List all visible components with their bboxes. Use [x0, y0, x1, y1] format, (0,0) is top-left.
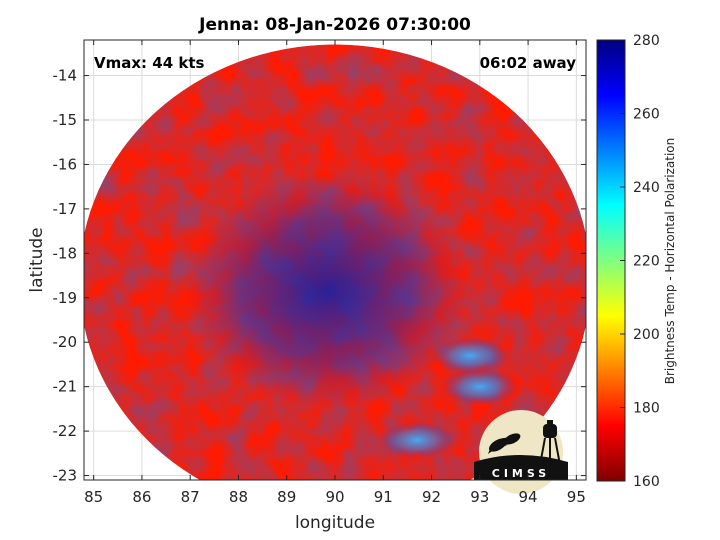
water-tower-icon	[543, 424, 557, 438]
x-tick-label-8: 93	[470, 488, 489, 506]
away-annotation: 06:02 away	[480, 54, 577, 72]
y-tick-label-1: -15	[53, 111, 78, 129]
swath-core	[186, 172, 468, 408]
warm-patch-0	[441, 368, 518, 405]
y-tick-label-4: -18	[53, 244, 78, 262]
x-tick-label-6: 91	[374, 488, 393, 506]
warm-patch-1	[379, 422, 456, 458]
y-tick-label-8: -22	[53, 422, 78, 440]
x-axis-label: longitude	[295, 513, 375, 533]
y-tick-label-2: -16	[53, 155, 78, 173]
x-tick-label-5: 90	[325, 488, 344, 506]
cimss-logo: CIMSS	[474, 410, 568, 494]
x-tick-label-10: 95	[567, 488, 586, 506]
y-axis-label: latitude	[27, 227, 47, 292]
vmax-annotation: Vmax: 44 kts	[94, 54, 204, 72]
y-tick-label-5: -19	[53, 289, 78, 307]
warm-patch-2	[432, 337, 509, 374]
cb-tick-label-6: 160	[633, 474, 660, 490]
y-tick-label-7: -21	[53, 378, 78, 396]
cb-tick-label-2: 240	[633, 180, 660, 196]
cb-tick-label-5: 180	[633, 401, 660, 417]
cb-tick-label-1: 260	[633, 107, 660, 123]
x-tick-label-2: 87	[181, 488, 200, 506]
swath-group	[84, 44, 586, 480]
cb-tick-label-3: 220	[633, 254, 660, 270]
colorbar-ticks: 280 260 240 220 200 180 160	[620, 33, 660, 490]
x-tick-label-1: 86	[132, 488, 151, 506]
ticks: 85 86 87 88 89 90 91 92 93 94 95 -14 -15 -16 -17 -18 -19…	[53, 40, 586, 506]
colorbar-label: Brightness Temp - Horizontal Polarizatio…	[663, 138, 677, 385]
x-tick-label-3: 88	[229, 488, 248, 506]
x-tick-label-0: 85	[84, 488, 103, 506]
x-tick-label-4: 89	[277, 488, 296, 506]
x-tick-label-9: 94	[519, 488, 538, 506]
y-tick-label-0: -14	[53, 67, 78, 85]
y-tick-label-9: -23	[53, 467, 78, 485]
y-tick-label-6: -20	[53, 333, 78, 351]
cb-tick-label-4: 200	[633, 327, 660, 343]
chart-title: Jenna: 08-Jan-2026 07:30:00	[198, 15, 471, 35]
cb-tick-label-0: 280	[633, 33, 660, 49]
x-tick-label-7: 92	[422, 488, 441, 506]
logo-text: CIMSS	[492, 467, 550, 480]
y-tick-label-3: -17	[53, 200, 78, 218]
